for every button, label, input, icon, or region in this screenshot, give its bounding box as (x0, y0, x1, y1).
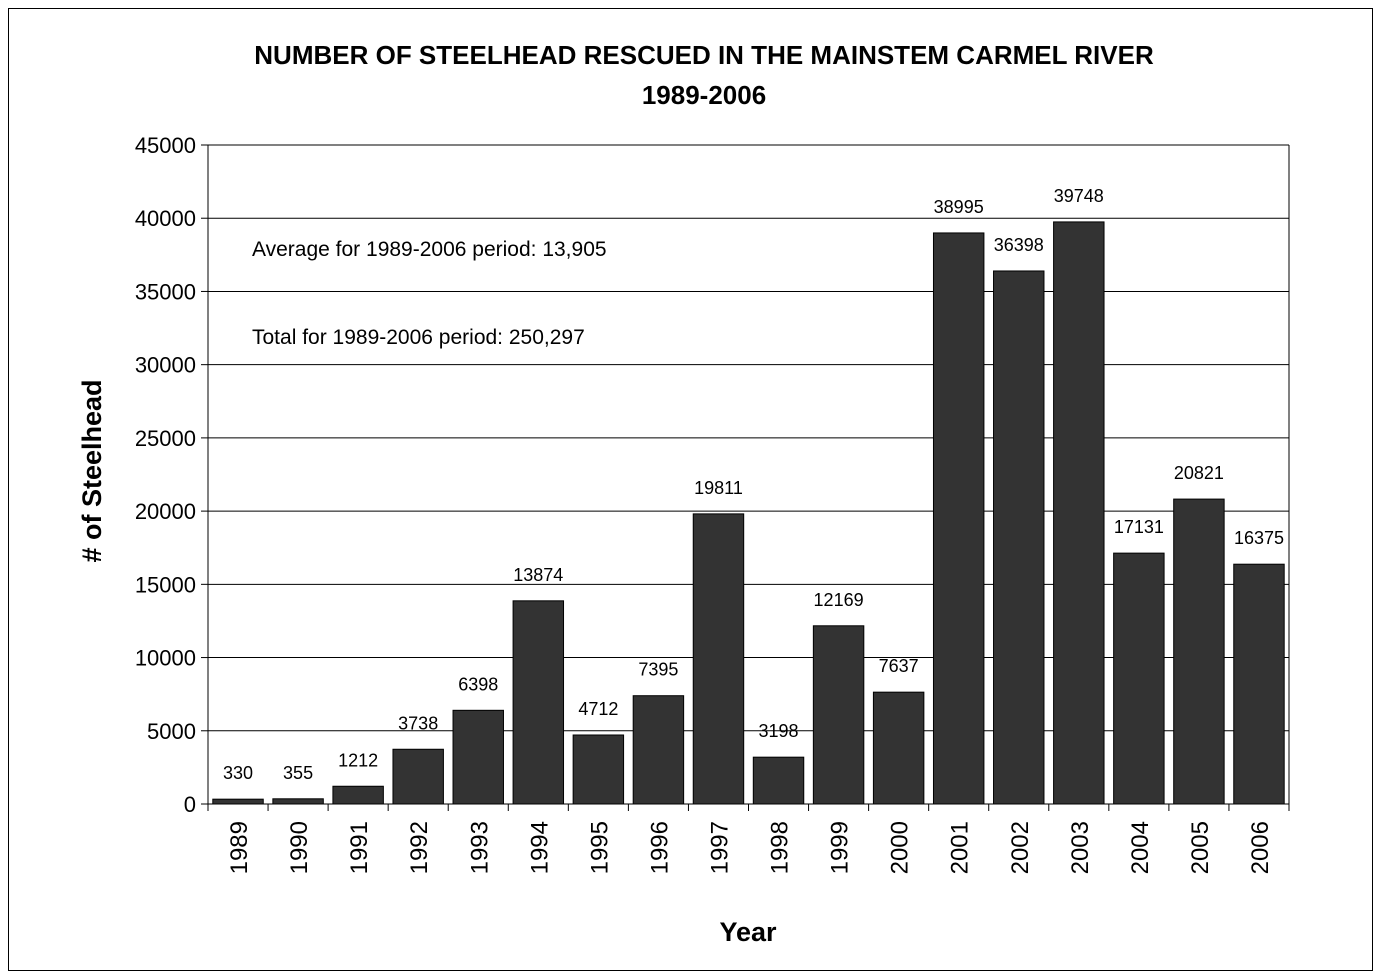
chart-title: NUMBER OF STEELHEAD RESCUED IN THE MAINS… (254, 40, 1154, 70)
y-tick-label: 40000 (135, 206, 196, 231)
total-annotation: Total for 1989-2006 period: 250,297 (252, 326, 585, 349)
y-tick-label: 5000 (147, 719, 196, 744)
data-label-1999: 12169 (814, 590, 864, 610)
x-tick-label: 1989 (226, 821, 253, 874)
steelhead-bar-chart: NUMBER OF STEELHEAD RESCUED IN THE MAINS… (77, 40, 1290, 947)
data-label-2003: 39748 (1054, 186, 1104, 206)
bar-1995 (572, 734, 625, 805)
x-tick-label: 1990 (286, 821, 313, 874)
x-tick-label: 2001 (947, 821, 974, 874)
data-label-1995: 4712 (578, 699, 618, 719)
x-tick-label: 1994 (526, 821, 553, 874)
bar-1992 (392, 748, 444, 805)
chart-frame: NUMBER OF STEELHEAD RESCUED IN THE MAINS… (8, 8, 1373, 971)
data-label-2005: 20821 (1174, 463, 1224, 483)
x-tick-label: 2000 (887, 821, 914, 874)
y-tick-label: 20000 (135, 499, 196, 524)
bar-2005 (1173, 498, 1225, 805)
data-label-2001: 38995 (934, 197, 984, 217)
data-label-2002: 36398 (994, 235, 1044, 255)
data-label-1998: 3198 (759, 721, 799, 741)
bar-2003 (1053, 221, 1105, 805)
x-axis-title: Year (719, 917, 777, 947)
y-tick-label: 25000 (135, 426, 196, 451)
x-tick-label: 2002 (1007, 821, 1034, 874)
x-tick-label: 1993 (466, 821, 493, 874)
x-tick-label: 2004 (1127, 821, 1154, 874)
bar-1999 (812, 625, 865, 805)
data-label-1992: 3738 (398, 713, 438, 733)
y-tick-label: 15000 (135, 572, 196, 597)
bar-2002 (993, 270, 1045, 805)
data-label-2000: 7637 (879, 656, 919, 676)
bar-2004 (1113, 552, 1165, 805)
bar-1990 (272, 798, 324, 805)
bar-2006 (1233, 563, 1285, 805)
x-tick-label: 1991 (346, 821, 373, 874)
data-label-1989: 330 (223, 763, 253, 783)
data-label-1996: 7395 (638, 660, 678, 680)
chart-subtitle: 1989-2006 (642, 80, 766, 110)
y-tick-label: 0 (184, 792, 196, 817)
data-label-1990: 355 (283, 763, 313, 783)
x-tick-label: 1992 (406, 821, 433, 874)
data-label-1993: 6398 (458, 674, 498, 694)
bar-1994 (512, 600, 565, 805)
data-label-2006: 16375 (1234, 528, 1284, 548)
x-tick-label: 2003 (1067, 821, 1094, 874)
x-tick-label: 1997 (706, 821, 733, 874)
axes: 0 5000 10000 15000 20000 25000 30000 35000 40000… (135, 133, 1290, 874)
gridlines (208, 144, 1289, 732)
data-label-1994: 13874 (513, 565, 563, 585)
x-tick-label: 2005 (1187, 821, 1214, 874)
bar-1996 (632, 695, 685, 805)
y-tick-label: 35000 (135, 279, 196, 304)
bar-2000 (872, 691, 925, 805)
x-tick-label: 1996 (646, 821, 673, 874)
data-label-1991: 1212 (338, 750, 378, 770)
bar-1998 (752, 756, 805, 805)
y-axis-title: # of Steelhead (77, 379, 107, 562)
x-tick-label: 1995 (586, 821, 613, 874)
bar-1989 (212, 798, 264, 805)
bar-1993 (452, 709, 504, 805)
y-tick-label: 10000 (135, 646, 196, 671)
y-tick-label: 30000 (135, 353, 196, 378)
bar-1991 (332, 785, 384, 805)
bar-1997 (692, 513, 745, 805)
data-labels: 330 355 1212 3738 6398 13874 4712 7395 19811 3198… (223, 186, 1284, 783)
x-tick-label: 1999 (827, 821, 854, 874)
x-tick-label: 1998 (767, 821, 794, 874)
bars (212, 221, 1285, 805)
bar-2001 (932, 232, 985, 805)
data-label-2004: 17131 (1114, 517, 1164, 537)
average-annotation: Average for 1989-2006 period: 13,905 (252, 238, 607, 261)
x-tick-label: 2006 (1247, 821, 1274, 874)
y-tick-label: 45000 (135, 133, 196, 158)
data-label-1997: 19811 (694, 478, 743, 498)
